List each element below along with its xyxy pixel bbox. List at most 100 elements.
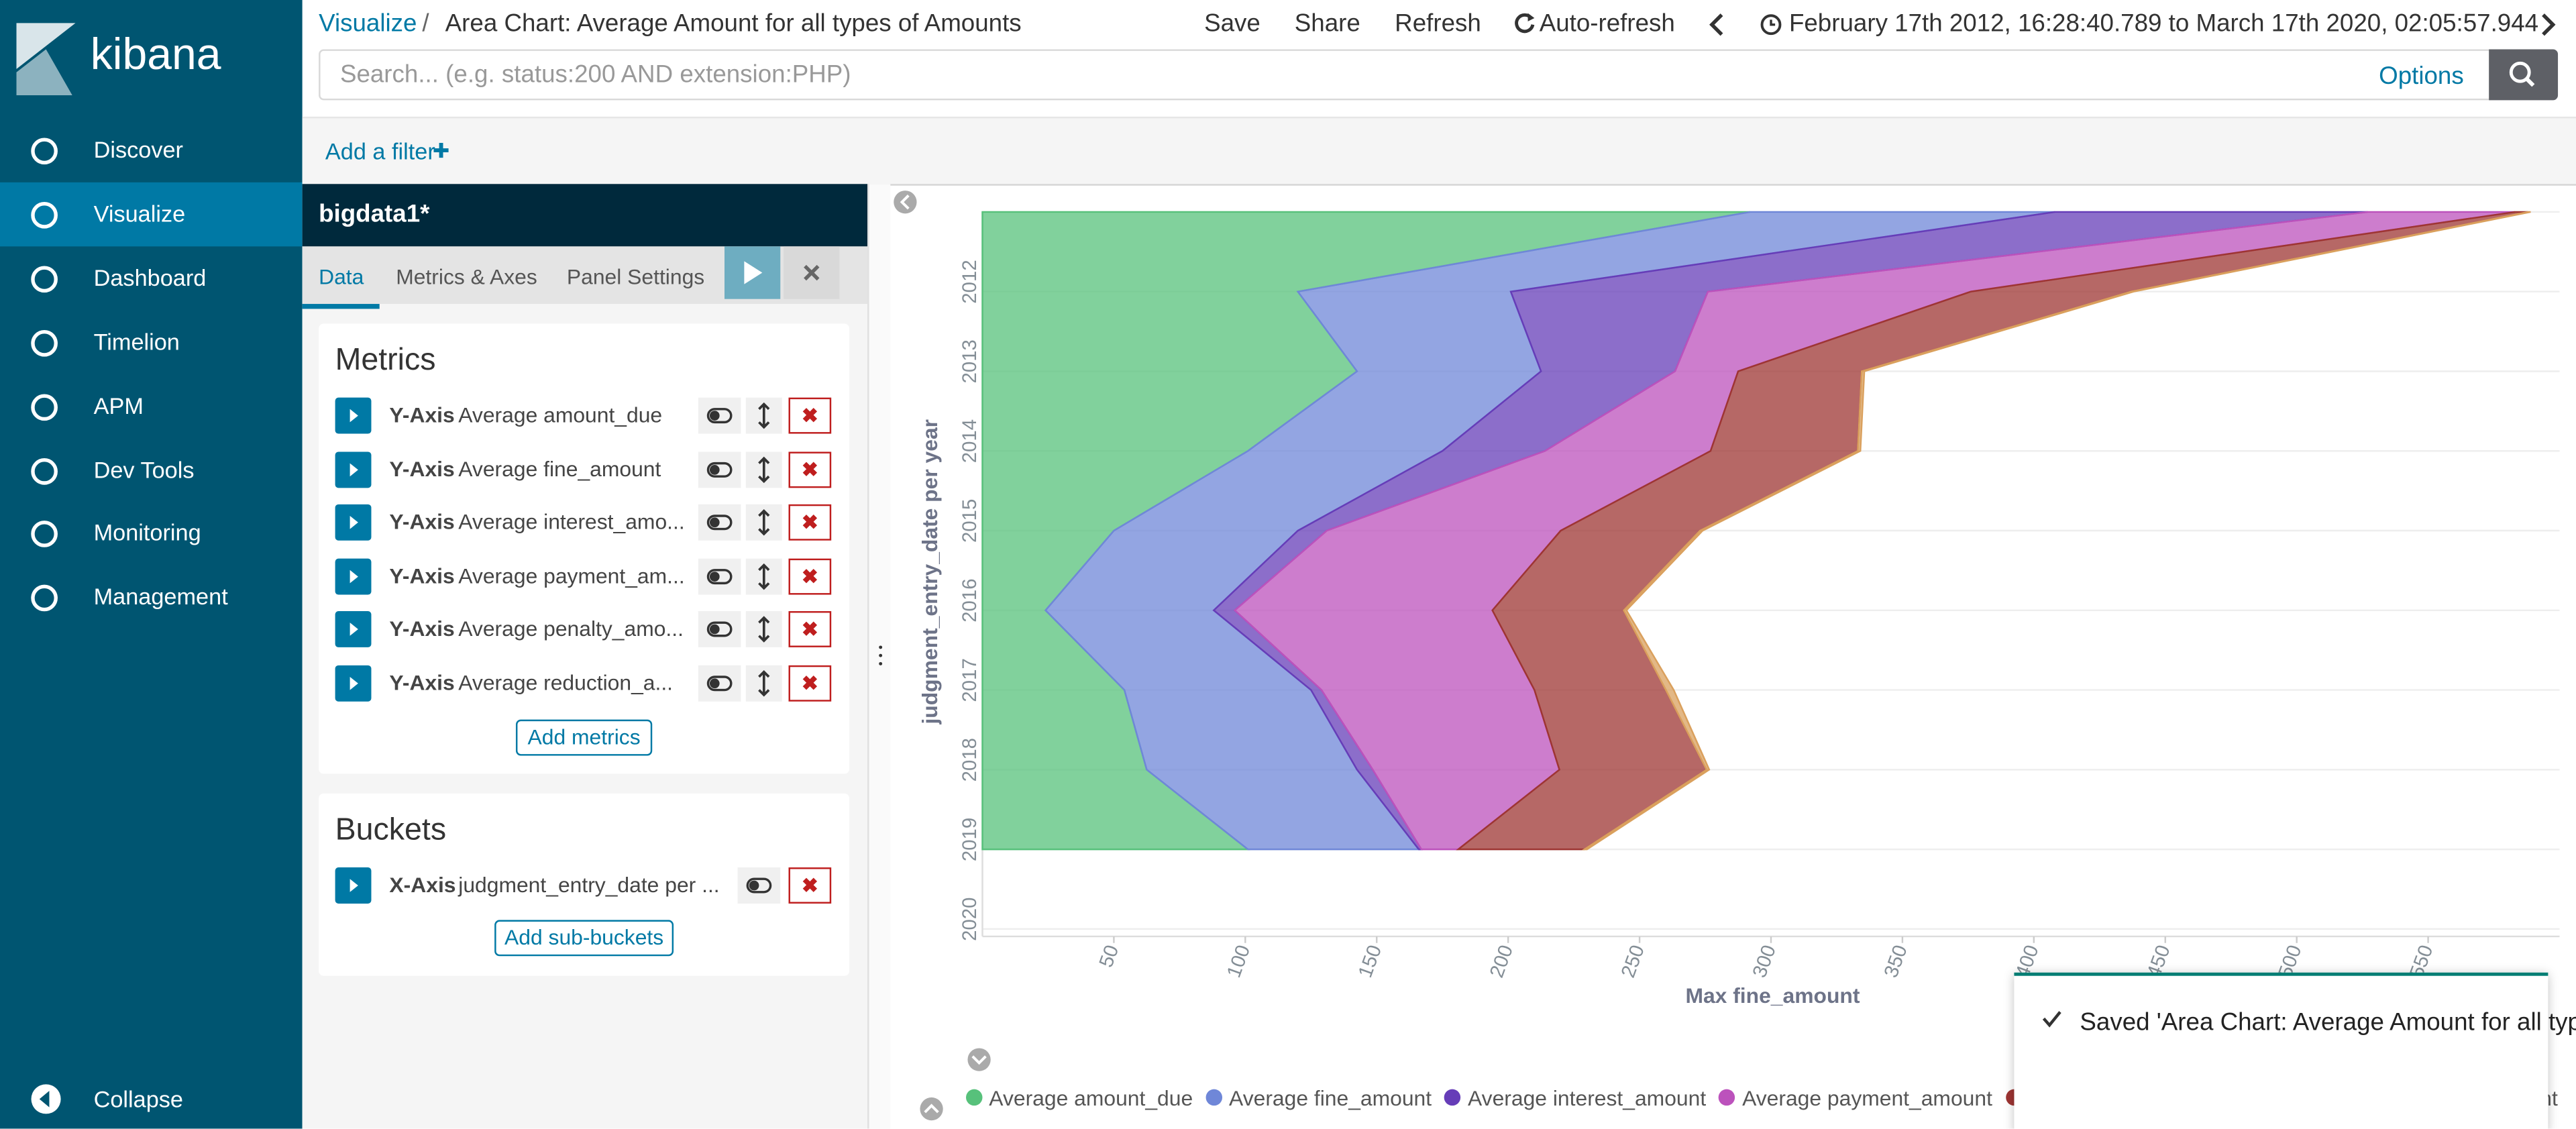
reorder[interactable] bbox=[745, 504, 782, 541]
expand-button[interactable] bbox=[335, 665, 372, 702]
y-tick-label: 2015 bbox=[959, 499, 981, 543]
remove[interactable]: ✖ bbox=[788, 665, 832, 702]
nav-icon bbox=[31, 138, 58, 165]
legend-item[interactable]: Average interest_amount bbox=[1444, 1081, 1706, 1114]
remove[interactable]: ✖ bbox=[788, 451, 832, 488]
remove[interactable]: ✖ bbox=[788, 397, 832, 434]
nav-item[interactable]: Dev Tools bbox=[0, 438, 303, 502]
tab[interactable]: Metrics & Axes bbox=[396, 264, 537, 290]
nav-item[interactable]: Monitoring bbox=[0, 502, 303, 566]
collapse[interactable]: Collapse bbox=[93, 1085, 184, 1112]
reorder[interactable] bbox=[745, 665, 782, 702]
nav-item[interactable]: Discover bbox=[0, 118, 303, 182]
remove[interactable]: ✖ bbox=[788, 611, 832, 648]
x-axis-label: Max fine_amount bbox=[1685, 983, 1860, 1008]
nav-label: Management bbox=[93, 584, 228, 610]
nav-item[interactable]: Visualize bbox=[0, 182, 303, 247]
action[interactable]: Share bbox=[1294, 9, 1360, 38]
toggle[interactable] bbox=[698, 397, 741, 434]
nav-item[interactable]: Dashboard bbox=[0, 246, 303, 311]
remove[interactable]: ✖ bbox=[788, 867, 832, 904]
toggle[interactable] bbox=[737, 867, 781, 904]
nav-icon bbox=[31, 585, 58, 612]
buckets-card: Buckets Add sub-buckets X-Axis judgment_e… bbox=[319, 793, 850, 976]
add-metrics[interactable]: Add metrics bbox=[515, 719, 653, 756]
x-tick-label: 250 bbox=[1617, 942, 1649, 980]
area bbox=[1581, 211, 2531, 851]
discard-button[interactable] bbox=[784, 246, 840, 299]
toggle-legend[interactable] bbox=[967, 1048, 991, 1071]
legend-swatch bbox=[1444, 1089, 1462, 1106]
icon-shape bbox=[31, 265, 58, 292]
agg-label: Average reduction_a... bbox=[458, 670, 674, 695]
icon-shape bbox=[31, 521, 58, 548]
legend-swatch bbox=[966, 1089, 983, 1106]
collapse-icon bbox=[31, 1084, 61, 1114]
nav-icon bbox=[31, 521, 58, 548]
axis-name: Y-Axis bbox=[389, 670, 455, 695]
remove[interactable]: ✖ bbox=[788, 504, 832, 541]
next-icon[interactable] bbox=[2536, 11, 2559, 38]
apply-button[interactable] bbox=[724, 246, 781, 299]
chart: judgment_entry_date per year Max fine_am… bbox=[894, 191, 2560, 1121]
icon-shape bbox=[31, 138, 58, 165]
nav-item[interactable]: APM bbox=[0, 374, 303, 438]
resize-handle[interactable] bbox=[867, 184, 891, 1129]
axis-name: Y-Axis bbox=[389, 563, 455, 588]
add-filter[interactable]: Add a filter bbox=[325, 138, 435, 164]
legend-item[interactable]: Average fine_amount bbox=[1205, 1081, 1432, 1114]
expand-button[interactable] bbox=[335, 558, 372, 595]
nav-item[interactable]: Management bbox=[0, 566, 303, 630]
add-sub-buckets[interactable]: Add sub-buckets bbox=[494, 920, 674, 957]
remove[interactable]: ✖ bbox=[788, 558, 832, 595]
icon-shape bbox=[31, 457, 58, 484]
scroll-legend[interactable] bbox=[920, 1097, 943, 1121]
y-tick-label: 2016 bbox=[959, 578, 981, 622]
legend-item[interactable]: Average payment_amount bbox=[1719, 1081, 1992, 1114]
toast: Saved 'Area Chart: Average Amount for al… bbox=[2014, 972, 2576, 1129]
reorder[interactable] bbox=[745, 611, 782, 648]
axis-name: Y-Axis bbox=[389, 509, 455, 535]
reorder[interactable] bbox=[745, 558, 782, 595]
x-tick-label: 50 bbox=[1095, 942, 1123, 970]
y-tick-label: 2020 bbox=[959, 898, 981, 941]
search-button[interactable] bbox=[2489, 49, 2559, 101]
expand-button[interactable] bbox=[335, 867, 372, 904]
clock-icon bbox=[1760, 14, 1782, 36]
reorder[interactable] bbox=[745, 451, 782, 488]
x-tick-label: 200 bbox=[1485, 942, 1517, 980]
breadcrumb[interactable]: Visualize bbox=[319, 9, 417, 38]
collapse-legend[interactable] bbox=[894, 191, 917, 214]
filter-bar: Add a filter bbox=[302, 116, 2576, 186]
agg-label: Average payment_am... bbox=[458, 563, 685, 588]
y-tick-label: 2013 bbox=[959, 339, 981, 383]
expand-button[interactable] bbox=[335, 611, 372, 648]
nav-icon bbox=[31, 329, 58, 356]
toggle[interactable] bbox=[698, 451, 741, 488]
expand-button[interactable] bbox=[335, 451, 372, 488]
nav-label: Monitoring bbox=[93, 519, 201, 547]
tab[interactable]: Data bbox=[302, 264, 380, 309]
options[interactable]: Options bbox=[2379, 62, 2464, 91]
tab[interactable]: Panel Settings bbox=[566, 264, 705, 290]
toggle[interactable] bbox=[698, 611, 741, 648]
prev-icon[interactable] bbox=[1705, 11, 1728, 38]
action[interactable]: Save bbox=[1204, 9, 1260, 38]
action[interactable]: Refresh bbox=[1395, 9, 1481, 38]
search-bar[interactable]: Search... (e.g. status:200 AND extension… bbox=[319, 49, 2491, 101]
nav-label: APM bbox=[93, 392, 144, 419]
expand-button[interactable] bbox=[335, 504, 372, 541]
legend-swatch bbox=[1205, 1089, 1223, 1106]
reorder[interactable] bbox=[745, 397, 782, 434]
toggle[interactable] bbox=[698, 665, 741, 702]
expand-button[interactable] bbox=[335, 397, 372, 434]
action[interactable]: Auto-refresh bbox=[1539, 9, 1675, 38]
legend-swatch bbox=[1719, 1089, 1736, 1106]
toggle[interactable] bbox=[698, 504, 741, 541]
legend-item[interactable]: Average amount_due bbox=[966, 1081, 1193, 1114]
toggle[interactable] bbox=[698, 558, 741, 595]
buckets-title: Buckets bbox=[335, 813, 447, 848]
nav-item[interactable]: Timelion bbox=[0, 310, 303, 374]
axis-name: X-Axis bbox=[389, 872, 456, 898]
time-range[interactable]: February 17th 2012, 16:28:40.789 to Marc… bbox=[1788, 9, 2539, 38]
